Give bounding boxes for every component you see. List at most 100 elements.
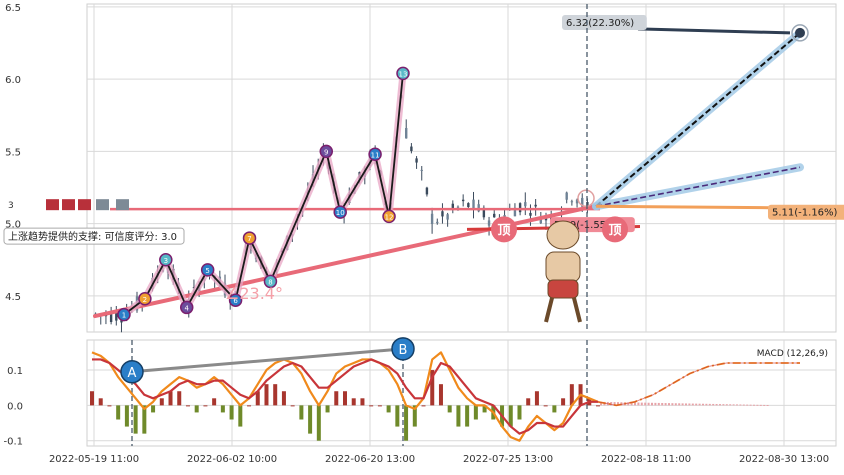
forecast-down-line bbox=[595, 204, 771, 210]
candle-body bbox=[451, 203, 455, 210]
wave-pivot-label: 4 bbox=[185, 304, 190, 312]
macd-histogram-bar bbox=[456, 405, 461, 427]
candle-body bbox=[425, 187, 429, 195]
candle-body bbox=[441, 211, 444, 217]
angle-label: ∠23.4° bbox=[225, 284, 283, 303]
wave-pivot-label: 10 bbox=[336, 209, 345, 217]
macd-histogram-bar bbox=[377, 405, 382, 407]
macd-forecast-bar bbox=[640, 402, 643, 406]
wave-pivot-marker bbox=[200, 263, 215, 277]
resistance-badge bbox=[78, 199, 91, 211]
flag-target-up-text: 6.32(22.30%) bbox=[566, 18, 634, 29]
candle-body bbox=[529, 212, 532, 216]
wave-pivot-marker bbox=[396, 66, 410, 81]
price-y-tick-label: 5.0 bbox=[5, 220, 21, 231]
wave-pivot-label: 12 bbox=[385, 213, 394, 221]
wave-pivot-label: 6 bbox=[233, 297, 238, 305]
wave-pivot-marker bbox=[117, 307, 131, 322]
macd-histogram-bar bbox=[142, 405, 147, 434]
macd-forecast-bar bbox=[698, 403, 701, 406]
x-tick-label: 2022-08-30 13:00 bbox=[739, 454, 829, 465]
candle-body bbox=[487, 220, 491, 226]
macd-histogram-bar bbox=[212, 398, 217, 406]
macd-forecast-bar bbox=[736, 404, 738, 406]
macd-forecast-bar bbox=[644, 402, 647, 406]
x-tick-label: 2022-05-19 11:00 bbox=[49, 454, 139, 465]
macd-histogram-bar bbox=[238, 405, 243, 427]
macd-histogram-bar bbox=[177, 391, 182, 406]
top-marker-text: 顶 bbox=[608, 223, 621, 238]
price-y-tick-label: 4.5 bbox=[5, 292, 21, 303]
macd-forecast-bar bbox=[705, 403, 708, 406]
macd-histogram-bar bbox=[290, 405, 295, 407]
candle-body bbox=[120, 320, 123, 323]
resistance-badge bbox=[96, 199, 109, 211]
macd-histogram-bar bbox=[465, 405, 470, 427]
macd-histogram-bar bbox=[168, 391, 173, 406]
macd-forecast-bar bbox=[732, 404, 735, 406]
macd-histogram-bar bbox=[543, 405, 548, 407]
x-tick-label: 2022-06-20 13:00 bbox=[325, 454, 415, 465]
resistance-label: 3 bbox=[8, 201, 14, 211]
top-marker-circle bbox=[602, 216, 628, 243]
candle-body bbox=[405, 127, 408, 139]
macd-histogram-bar bbox=[299, 405, 304, 420]
macd-forecast-bar bbox=[654, 402, 657, 406]
divergence-line bbox=[131, 347, 404, 374]
flag-target-up-box bbox=[562, 15, 647, 30]
candle-body bbox=[534, 204, 537, 207]
macd-histogram-bar bbox=[281, 391, 286, 406]
macd-forecast-bar bbox=[766, 404, 769, 406]
support-label-box bbox=[3, 227, 185, 245]
macd-histogram-bar bbox=[151, 405, 156, 413]
macd-histogram-bar bbox=[247, 405, 252, 407]
candle-body bbox=[467, 203, 470, 207]
candle-body bbox=[586, 202, 589, 206]
x-tick-label: 2022-07-25 13:00 bbox=[463, 454, 553, 465]
macd-forecast-bar bbox=[691, 403, 694, 406]
candle-body bbox=[581, 197, 584, 207]
macd-histogram-bar bbox=[447, 405, 452, 413]
macd-forecast-bar bbox=[685, 403, 687, 406]
flag-current-text: 5.09(-1.55%) bbox=[554, 220, 620, 231]
wave-pivot-marker bbox=[333, 205, 347, 219]
macd-histogram-bar bbox=[430, 370, 435, 406]
candle-body bbox=[518, 203, 522, 213]
wave-pivot-marker bbox=[319, 144, 334, 159]
macd-histogram-bar bbox=[107, 405, 112, 407]
macd-forecast-bar bbox=[610, 402, 613, 406]
macd-histogram-bar bbox=[526, 398, 531, 406]
resistance-badge bbox=[62, 199, 75, 211]
price-y-tick-label: 6.5 bbox=[5, 3, 21, 14]
top-marker-circle bbox=[491, 216, 517, 243]
macd-forecast-bar bbox=[630, 402, 633, 406]
forecast-target-dot bbox=[795, 27, 805, 38]
macd-forecast-bar bbox=[647, 402, 650, 406]
macd-histogram-bar bbox=[534, 391, 539, 406]
macd-histogram-bar bbox=[159, 398, 164, 406]
x-tick-label: 2022-06-02 10:00 bbox=[187, 454, 277, 465]
wave-pivot-marker bbox=[138, 292, 152, 306]
candle-body bbox=[493, 213, 496, 218]
candle-body bbox=[570, 201, 574, 203]
macd-histogram-bar bbox=[90, 391, 94, 406]
macd-forecast-bar bbox=[681, 403, 684, 406]
candle-body bbox=[565, 192, 568, 200]
macd-forecast-bar bbox=[722, 404, 725, 406]
macd-histogram-bar bbox=[264, 384, 269, 406]
forecast-target-ring bbox=[791, 24, 809, 42]
wave-pivot-label: 5 bbox=[205, 267, 209, 275]
macd-title: MACD (12,26,9) bbox=[757, 349, 828, 359]
macd-forecast-bar bbox=[695, 403, 698, 406]
macd-forecast-bar bbox=[668, 403, 670, 406]
macd-y-tick-label: 0.0 bbox=[7, 401, 23, 412]
macd-forecast-bar bbox=[756, 404, 759, 406]
price-y-tick-label: 5.5 bbox=[5, 147, 21, 158]
macd-histogram-bar bbox=[386, 405, 391, 413]
candle-body bbox=[575, 199, 579, 204]
price-panel: 4.55.05.56.06.5123456789101112136.32(22.… bbox=[3, 3, 844, 333]
macd-forecast-bar bbox=[763, 404, 766, 406]
candle-body bbox=[436, 221, 439, 224]
macd-histogram-bar bbox=[124, 405, 129, 427]
